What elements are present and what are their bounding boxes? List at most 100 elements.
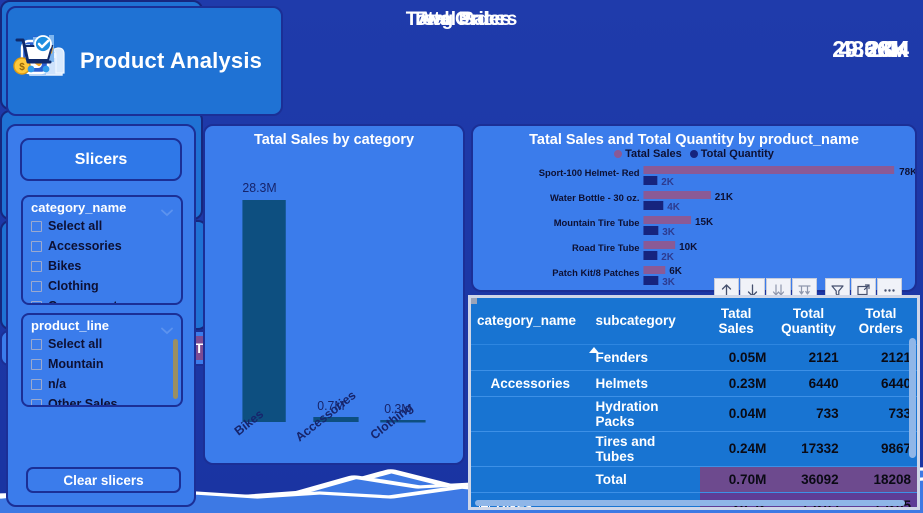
- cell-sales: 0.23M: [700, 370, 773, 397]
- clear-slicers-button[interactable]: Clear slicers: [26, 467, 181, 493]
- bar-label-bikes: 28.3M: [242, 181, 276, 195]
- table-row[interactable]: Fenders 0.05M 2121 2121: [471, 344, 917, 371]
- chart-title: Tatal Sales by category: [253, 132, 415, 148]
- slicer-item-label: Select all: [48, 219, 103, 233]
- bar-label-accessories: 0.7M: [317, 399, 344, 413]
- bar-sales-mountain-tire-tube: [643, 216, 692, 224]
- bar-clothing: [380, 420, 426, 423]
- slicer-item-clothing[interactable]: Clothing: [23, 276, 181, 296]
- slicer-item-label: Clothing: [48, 279, 99, 293]
- slicer-item-na[interactable]: n/a: [23, 374, 181, 394]
- checkbox-icon[interactable]: [31, 378, 42, 390]
- bar-sales-road-tire-tube: [643, 241, 676, 249]
- slicer-item-label: n/a: [48, 377, 67, 391]
- legend-item-total-quantity[interactable]: Total Quantity: [689, 148, 774, 160]
- checkbox-icon[interactable]: [31, 358, 42, 370]
- slicer-item-mountain[interactable]: Mountain: [23, 354, 181, 374]
- slicer-scrollbar[interactable]: [173, 339, 178, 399]
- cell-subcategory: Total: [589, 466, 701, 493]
- matrix-table[interactable]: category_name subcategory Tatal Sales To…: [471, 298, 917, 507]
- cell-category: [471, 431, 590, 467]
- slicer-item-other-sales[interactable]: Other Sales: [23, 394, 181, 407]
- page-title-label: Product Analysis: [80, 48, 263, 73]
- cell-subcategory: Helmets: [589, 370, 701, 397]
- cell-subcategory: Fenders: [589, 344, 701, 371]
- cell-orders: 18208: [844, 466, 917, 493]
- slicer-item-label: Accessories: [48, 239, 122, 253]
- slicer-item-label: Bikes: [48, 259, 82, 273]
- bar-label-clothing: 0.3M: [384, 402, 411, 416]
- chart-sales-quantity-by-product[interactable]: Tatal Sales and Total Quantity by produc…: [471, 124, 917, 292]
- chevron-down-icon[interactable]: [161, 204, 173, 216]
- cell-quantity: 733: [772, 396, 845, 432]
- checkbox-icon[interactable]: [31, 240, 42, 252]
- slicer-product-line[interactable]: product_line Select all Mountain n/a Oth…: [21, 313, 183, 407]
- checkbox-icon[interactable]: [31, 220, 42, 232]
- cell-quantity: 6440: [772, 370, 845, 397]
- column-chart-plot[interactable]: 28.3M 0.7M 0.3M Bikes Accessories Clothi…: [205, 152, 463, 467]
- legend-label: Total Quantity: [700, 148, 774, 160]
- table-row[interactable]: Hydration Packs 0.04M 733 733: [471, 396, 917, 432]
- column-header-total-orders[interactable]: Total Orders: [844, 298, 917, 345]
- checkbox-icon[interactable]: [31, 300, 42, 303]
- cell-sales: 0.04M: [700, 396, 773, 432]
- checkbox-icon[interactable]: [31, 280, 42, 292]
- matrix-horizontal-scrollbar[interactable]: [475, 500, 905, 506]
- slicer-item-accessories[interactable]: Accessories: [23, 236, 181, 256]
- slicer-item-bikes[interactable]: Bikes: [23, 256, 181, 276]
- slicer-category-name-header[interactable]: category_name: [23, 197, 181, 216]
- bar-value-quantity-4: 2K: [661, 252, 674, 263]
- chart-title: Tatal Sales and Total Quantity by produc…: [529, 132, 859, 148]
- checkbox-icon[interactable]: [31, 260, 42, 272]
- bar-quantity-water-bottle-30oz: [643, 201, 664, 210]
- slicer-item-select-all[interactable]: Select all: [23, 334, 181, 354]
- column-header-category-name[interactable]: category_name: [471, 298, 590, 345]
- matrix-visual[interactable]: category_name subcategory Tatal Sales To…: [468, 295, 920, 510]
- legend-swatch-icon: [614, 150, 623, 158]
- resize-handle[interactable]: [471, 298, 477, 304]
- category-label-water-bottle-30oz: Water Bottle - 30 oz.: [550, 193, 639, 204]
- bar-value-sales-5: 6K: [669, 266, 682, 277]
- legend-item-tatal-sales[interactable]: Tatal Sales: [614, 148, 682, 160]
- cell-quantity: 36092: [772, 466, 845, 493]
- column-header-total-quantity[interactable]: Total Quantity: [772, 298, 845, 345]
- matrix-body: Fenders 0.05M 2121 2121 Accessories Helm…: [471, 344, 917, 507]
- slicer-item-select-all[interactable]: Select all: [23, 216, 181, 236]
- cell-category: [471, 344, 590, 371]
- chevron-down-icon[interactable]: [161, 322, 173, 334]
- cell-category: [471, 396, 590, 432]
- category-label-mountain-tire-tube: Mountain Tire Tube: [554, 218, 640, 229]
- table-row[interactable]: Accessories Helmets 0.23M 6440 6440: [471, 370, 917, 397]
- kpi-label-avg-price: Avg Price: [418, 9, 505, 30]
- checkbox-icon[interactable]: [31, 338, 42, 350]
- bar-sales-patch-kit-8-patches: [643, 266, 666, 274]
- slicer-item-label: Other Sales: [48, 397, 118, 407]
- sort-ascending-icon[interactable]: [589, 347, 599, 353]
- chart-legend[interactable]: Tatal Sales Total Quantity: [473, 148, 915, 160]
- bar-value-quantity-3: 3K: [662, 227, 675, 238]
- slicer-item-label: Select all: [48, 337, 103, 351]
- chart-total-sales-by-category[interactable]: Tatal Sales by category 28.3M 0.7M 0.3M …: [203, 124, 465, 465]
- slicer-item-components[interactable]: Components: [23, 296, 181, 303]
- bar-value-quantity-2: 4K: [667, 202, 680, 213]
- table-row-total[interactable]: Total 0.70M 36092 18208: [471, 466, 917, 493]
- matrix-vertical-scrollbar[interactable]: [909, 338, 916, 458]
- slicer-category-name[interactable]: category_name Select all Accessories Bik…: [21, 195, 183, 305]
- cell-category: [471, 466, 590, 493]
- bar-value-sales-4: 10K: [679, 242, 698, 253]
- bar-value-sales-3: 15K: [695, 217, 714, 228]
- bar-chart-plot[interactable]: Sport-100 Helmet- Red 78K 2K Water Bottl…: [473, 164, 915, 292]
- bar-value-sales-1: 78K: [899, 167, 915, 178]
- slicers-header-button[interactable]: Slicers: [20, 138, 182, 181]
- slicer-category-name-label: category_name: [31, 200, 127, 215]
- cell-orders: 6440: [844, 370, 917, 397]
- table-row[interactable]: Tires and Tubes 0.24M 17332 9867: [471, 431, 917, 467]
- slicer-product-line-header[interactable]: product_line: [23, 315, 181, 334]
- column-header-tatal-sales[interactable]: Tatal Sales: [700, 298, 773, 345]
- slicer-product-line-label: product_line: [31, 318, 110, 333]
- checkbox-icon[interactable]: [31, 398, 42, 405]
- column-header-subcategory[interactable]: subcategory: [589, 298, 701, 345]
- bar-accessories: [313, 417, 359, 422]
- category-label-sport-100-helmet-red: Sport-100 Helmet- Red: [539, 168, 640, 179]
